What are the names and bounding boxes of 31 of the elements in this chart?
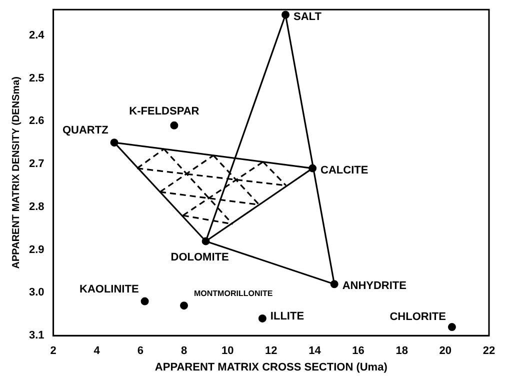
y-tick-label: 3.1 <box>28 330 44 342</box>
y-tick-label: 2.5 <box>28 72 44 84</box>
annotation: KAOLINITE <box>80 283 139 296</box>
annotation: QUARTZ <box>62 124 109 137</box>
x-axis-title: APPARENT MATRIX CROSS SECTION (Uma) <box>154 361 388 374</box>
x-tick-label: 4 <box>94 345 101 358</box>
y-tick-label: 2.8 <box>28 200 44 213</box>
annotation: ILLITE <box>270 310 304 322</box>
annotation: DOLOMITE <box>170 251 229 264</box>
annotation: CALCITE <box>320 164 368 176</box>
x-tick-label: 8 <box>180 345 188 358</box>
x-tick-label: 22 <box>482 345 496 358</box>
x-tick-label: 6 <box>137 345 144 358</box>
y-tick-label: 2.4 <box>28 29 46 42</box>
y-tick-label: 3.0 <box>28 286 44 299</box>
x-tick-label: 14 <box>308 345 322 358</box>
y-axis-title: APPARENT MATRIX DENSITY (DENSma) <box>10 76 22 269</box>
annotation: SALT <box>294 10 322 23</box>
x-tick-label: 18 <box>396 345 408 358</box>
annotation: ANHYDRITE <box>342 280 406 292</box>
x-tick-label: 12 <box>265 345 278 358</box>
x-tick-label: 2 <box>50 345 56 358</box>
x-tick-label: 10 <box>221 345 234 358</box>
annotation: MONTMORILLONITE <box>194 288 274 298</box>
y-tick-label: 2.6 <box>28 115 44 128</box>
x-tick-label: 20 <box>439 345 452 358</box>
annotation: CHLORITE <box>390 311 446 324</box>
x-tick-label: 16 <box>352 345 364 358</box>
annotation: K-FELDSPAR <box>129 105 200 118</box>
y-tick-label: 2.9 <box>28 244 44 256</box>
y-tick-label: 2.7 <box>28 158 44 170</box>
